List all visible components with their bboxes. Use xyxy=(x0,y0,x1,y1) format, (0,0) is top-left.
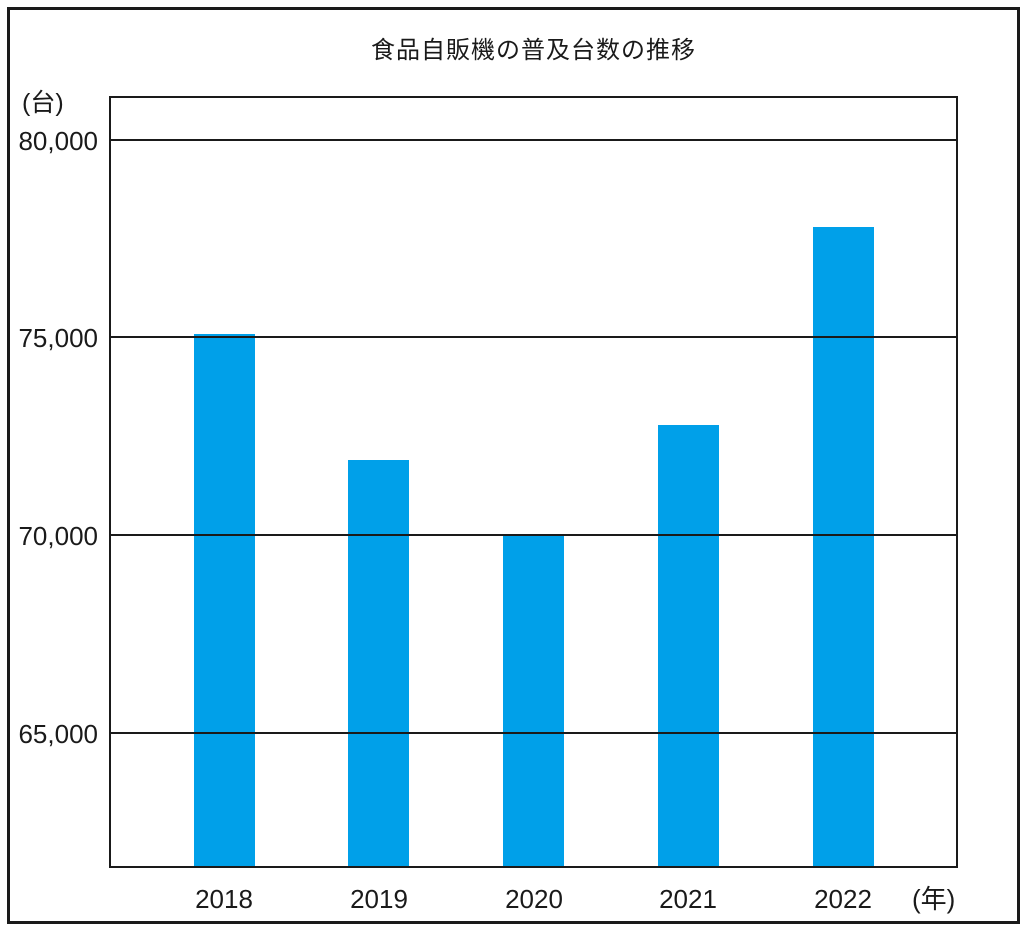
y-tick-label-65000: 65,000 xyxy=(18,719,98,749)
x-tick-label-2021: 2021 xyxy=(659,884,717,914)
gridline-65000 xyxy=(111,732,956,734)
x-tick-label-2020: 2020 xyxy=(505,884,563,914)
x-tick-label-2022: 2022 xyxy=(814,884,872,914)
gridline-70000 xyxy=(111,534,956,536)
y-tick-label-75000: 75,000 xyxy=(18,323,98,353)
chart-title: 食品自販機の普及台数の推移 xyxy=(371,37,696,64)
plot-area xyxy=(109,96,958,868)
x-tick-label-2019: 2019 xyxy=(350,884,408,914)
y-tick-label-80000: 80,000 xyxy=(18,126,98,156)
bar-2020 xyxy=(503,535,564,866)
bar-2018 xyxy=(194,334,255,866)
bar-2021 xyxy=(658,425,719,866)
gridline-75000 xyxy=(111,336,956,338)
gridline-80000 xyxy=(111,139,956,141)
y-axis-unit-label: (台) xyxy=(22,89,64,117)
x-axis-unit-label: (年) xyxy=(912,884,956,914)
bar-2019 xyxy=(348,460,409,866)
y-tick-label-70000: 70,000 xyxy=(18,521,98,551)
x-tick-label-2018: 2018 xyxy=(195,884,253,914)
bar-2022 xyxy=(813,227,874,866)
